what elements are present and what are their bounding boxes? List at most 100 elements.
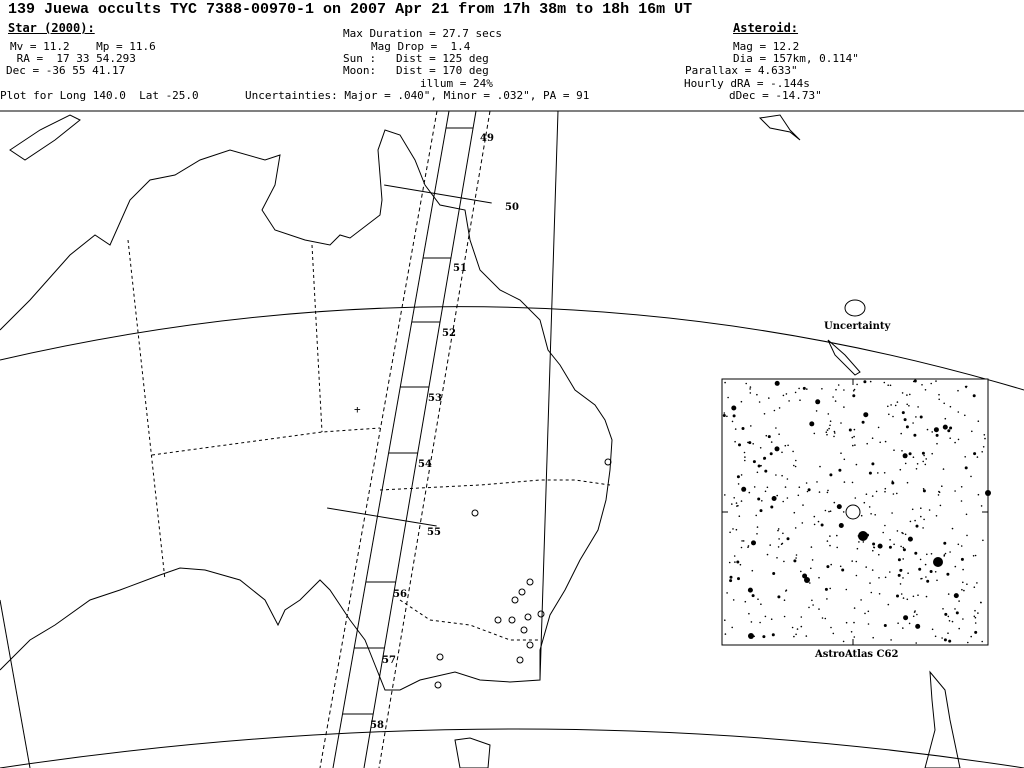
star [771, 496, 777, 501]
star [922, 527, 924, 529]
star [833, 430, 836, 433]
star [912, 595, 915, 598]
star [904, 533, 907, 536]
star [875, 490, 878, 493]
star [777, 595, 781, 599]
star [744, 459, 746, 462]
star [835, 388, 837, 391]
star [935, 515, 938, 517]
star [805, 635, 808, 637]
star [780, 543, 783, 545]
star [819, 465, 821, 468]
star [858, 541, 860, 543]
star [778, 407, 781, 409]
star [726, 592, 728, 594]
star [800, 625, 803, 628]
star [907, 572, 909, 574]
asteroid-parallax: Parallax = 4.633" [685, 64, 798, 77]
star [973, 452, 977, 456]
time-label: 56 [393, 589, 407, 600]
star [764, 615, 767, 618]
star [806, 388, 808, 390]
png-coast [758, 114, 801, 141]
star [855, 560, 858, 563]
star [915, 623, 921, 629]
site-marker [524, 613, 532, 621]
star [871, 437, 874, 440]
star [752, 460, 756, 464]
star [731, 503, 733, 505]
star [805, 482, 808, 484]
star [938, 393, 940, 396]
star [724, 619, 726, 621]
star [922, 488, 925, 490]
star [817, 520, 820, 523]
star [775, 474, 777, 476]
sigma-limit-right [378, 110, 491, 768]
star [957, 438, 960, 441]
star [774, 380, 780, 386]
star [829, 473, 833, 477]
star [893, 449, 895, 452]
star [722, 414, 726, 417]
star [889, 384, 892, 387]
star [915, 468, 918, 470]
star [929, 570, 933, 573]
star [870, 513, 872, 515]
star [905, 425, 909, 429]
star [982, 446, 985, 448]
star [808, 606, 810, 609]
site-marker [526, 578, 534, 586]
star [870, 591, 873, 594]
star [973, 586, 976, 588]
star [799, 399, 801, 402]
star-dec: Dec = -36 55 41.17 [6, 64, 126, 77]
star [740, 546, 743, 549]
star [947, 429, 951, 433]
star [951, 620, 954, 623]
star [912, 615, 915, 618]
star [802, 504, 804, 506]
star [889, 539, 891, 541]
star [826, 429, 829, 431]
star [839, 565, 842, 568]
star [777, 528, 780, 530]
star [864, 612, 866, 615]
star [810, 546, 813, 548]
moon-illumination: illum = 24% [420, 77, 493, 90]
star [825, 431, 828, 434]
star [742, 540, 745, 542]
star [942, 468, 945, 470]
star [874, 514, 876, 516]
star [897, 622, 899, 624]
star [863, 380, 867, 384]
star [920, 515, 922, 518]
star [916, 613, 918, 616]
star [902, 548, 906, 552]
star [962, 568, 964, 571]
star [912, 422, 914, 424]
star [896, 594, 899, 598]
star [838, 468, 842, 472]
plot-center-cross-icon: + [354, 403, 361, 416]
star [749, 388, 751, 390]
star [931, 431, 933, 433]
star [853, 435, 855, 438]
star [906, 403, 908, 406]
star [829, 535, 831, 537]
star [853, 388, 856, 391]
star [829, 544, 831, 547]
star [759, 509, 763, 513]
star [843, 389, 845, 391]
star [957, 389, 959, 392]
star [914, 551, 918, 555]
star [769, 544, 771, 546]
star [832, 632, 835, 635]
time-label: 55 [427, 527, 441, 538]
star [957, 411, 960, 413]
star [964, 466, 968, 470]
star [922, 489, 926, 493]
star [897, 558, 901, 562]
star [827, 413, 830, 415]
limit-line [0, 599, 31, 768]
